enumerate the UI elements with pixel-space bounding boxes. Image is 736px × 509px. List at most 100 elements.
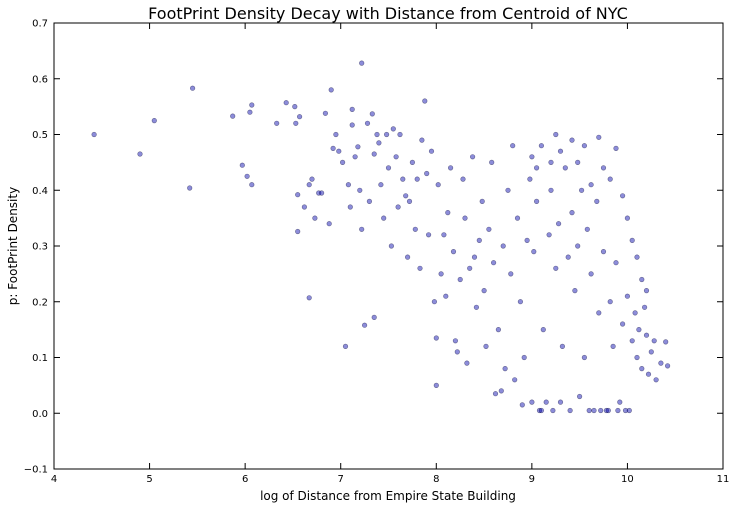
data-point	[295, 192, 301, 198]
data-point	[591, 407, 597, 414]
data-point	[438, 271, 444, 277]
y-tick-label: 0.3	[32, 242, 48, 253]
data-point	[645, 371, 652, 377]
x-tick-label: 4	[51, 474, 57, 485]
data-point	[249, 102, 255, 108]
data-point	[419, 137, 425, 143]
data-point	[588, 182, 594, 188]
data-point	[529, 154, 535, 160]
data-point	[274, 120, 280, 126]
data-point	[349, 106, 355, 112]
data-point	[548, 187, 554, 193]
data-point	[417, 265, 423, 271]
data-point	[557, 399, 564, 405]
data-point	[457, 276, 463, 283]
data-point	[390, 126, 396, 132]
y-tick-labels: −0.1 0.0 0.1 0.2 0.3 0.4 0.5 0.6 0.7	[24, 19, 48, 476]
data-point	[664, 363, 671, 369]
data-point	[359, 226, 365, 232]
data-point	[581, 354, 588, 361]
data-point	[448, 165, 454, 171]
data-point	[576, 393, 583, 400]
data-point	[371, 151, 377, 157]
y-tick-label: 0.2	[32, 297, 48, 308]
data-point	[603, 407, 610, 414]
data-point	[629, 338, 635, 344]
data-point	[187, 185, 193, 191]
x-axis-label: log of Distance from Empire State Buildi…	[260, 489, 516, 503]
data-point	[393, 154, 399, 160]
data-point	[342, 343, 349, 350]
data-point	[510, 143, 516, 149]
data-point	[553, 131, 559, 138]
data-point	[326, 221, 332, 227]
data-point	[653, 377, 659, 383]
data-point	[500, 243, 506, 249]
data-point	[359, 60, 365, 66]
data-point	[283, 100, 289, 106]
x-tick-labels: 4 5 6 7 8 9 10 11	[51, 474, 730, 485]
data-point	[322, 110, 329, 116]
data-point	[553, 265, 559, 271]
data-point	[347, 204, 353, 210]
y-axis-label: p: FootPrint Density	[6, 187, 20, 305]
data-point	[489, 159, 495, 165]
data-point	[555, 221, 562, 227]
data-point	[366, 198, 373, 204]
data-point	[569, 210, 575, 216]
data-point	[395, 204, 401, 210]
data-point	[517, 299, 524, 305]
y-tick-label: 0.1	[32, 353, 48, 364]
data-point	[495, 327, 502, 333]
data-point	[596, 134, 602, 140]
data-point	[433, 382, 439, 389]
data-point	[559, 343, 566, 350]
data-point	[435, 182, 441, 188]
data-point	[473, 304, 480, 310]
data-point	[569, 137, 575, 143]
data-point	[575, 159, 581, 165]
data-point	[531, 249, 537, 255]
data-point	[292, 103, 298, 110]
data-point	[239, 162, 245, 168]
data-point	[557, 148, 564, 154]
data-point	[605, 407, 611, 414]
data-point	[312, 215, 318, 221]
data-point	[409, 159, 416, 165]
data-point	[462, 215, 468, 221]
data-point	[333, 131, 339, 138]
data-point	[519, 402, 525, 408]
data-point	[613, 260, 619, 266]
data-point	[512, 377, 518, 383]
data-point	[529, 399, 535, 405]
data-point	[301, 204, 308, 210]
data-point	[460, 176, 466, 182]
data-point	[607, 299, 613, 305]
data-point	[306, 295, 312, 301]
data-point	[578, 187, 585, 193]
data-point	[330, 145, 336, 151]
data-point	[543, 399, 549, 405]
data-point	[349, 122, 355, 128]
data-point	[428, 148, 435, 154]
data-point	[483, 343, 489, 350]
data-point	[619, 193, 626, 199]
data-point	[546, 232, 552, 238]
data-point	[498, 388, 504, 394]
data-point	[384, 131, 390, 138]
data-point	[345, 182, 352, 188]
data-point	[536, 407, 543, 414]
data-point	[471, 254, 478, 260]
x-tick-label: 11	[717, 474, 730, 485]
data-point	[476, 237, 482, 243]
data-point	[572, 288, 578, 294]
data-point	[352, 154, 358, 160]
x-tick-label: 6	[242, 474, 248, 485]
data-point	[452, 338, 459, 344]
data-point	[378, 182, 384, 188]
data-point	[424, 170, 430, 177]
data-point	[491, 260, 497, 266]
y-tick-label: 0.4	[32, 186, 48, 197]
data-point	[362, 322, 368, 328]
